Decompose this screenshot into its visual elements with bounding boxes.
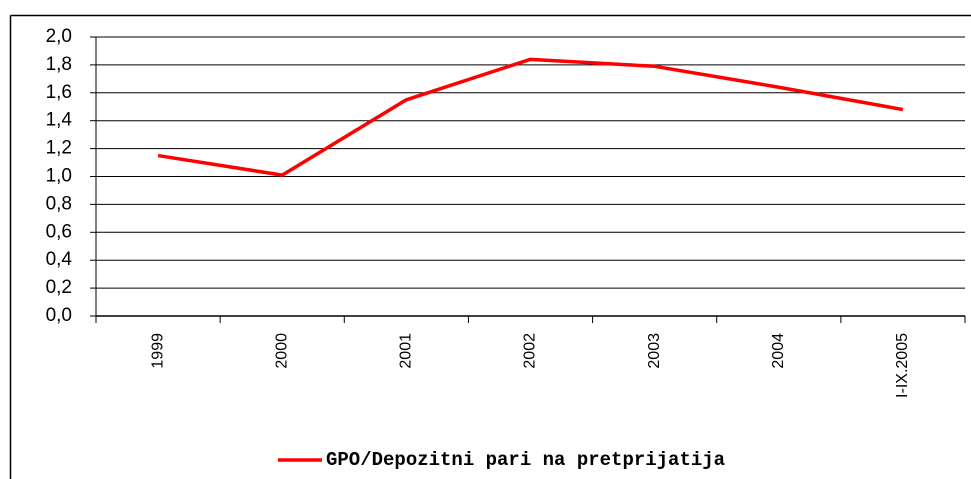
x-tick-label: 2003 (646, 333, 663, 369)
y-tick-label: 0,8 (46, 193, 72, 214)
legend-label: GPO/Depozitni pari na pretprijatija (326, 449, 725, 471)
data-line (157, 57, 904, 177)
x-tick-label: 2001 (398, 333, 415, 369)
y-tick-label: 0,6 (46, 221, 72, 242)
y-tick-label: 0,0 (46, 305, 72, 326)
y-tick-label: 1,4 (46, 110, 73, 131)
x-tick-label: 1999 (149, 333, 166, 369)
y-tick-label: 0,4 (46, 249, 73, 270)
y-tick-label: 1,6 (46, 82, 72, 103)
x-tick-label: 2000 (273, 333, 290, 369)
x-tick-label: I-IX.2005 (894, 333, 911, 398)
y-tick-label: 1,8 (46, 54, 72, 75)
x-tick-label: 2004 (770, 333, 787, 369)
y-tick-label: 2,0 (46, 26, 72, 47)
y-tick-label: 1,2 (46, 138, 72, 159)
x-tick-label: 2002 (522, 333, 539, 369)
y-tick-label: 0,2 (46, 277, 72, 298)
y-tick-label: 1,0 (46, 166, 72, 187)
